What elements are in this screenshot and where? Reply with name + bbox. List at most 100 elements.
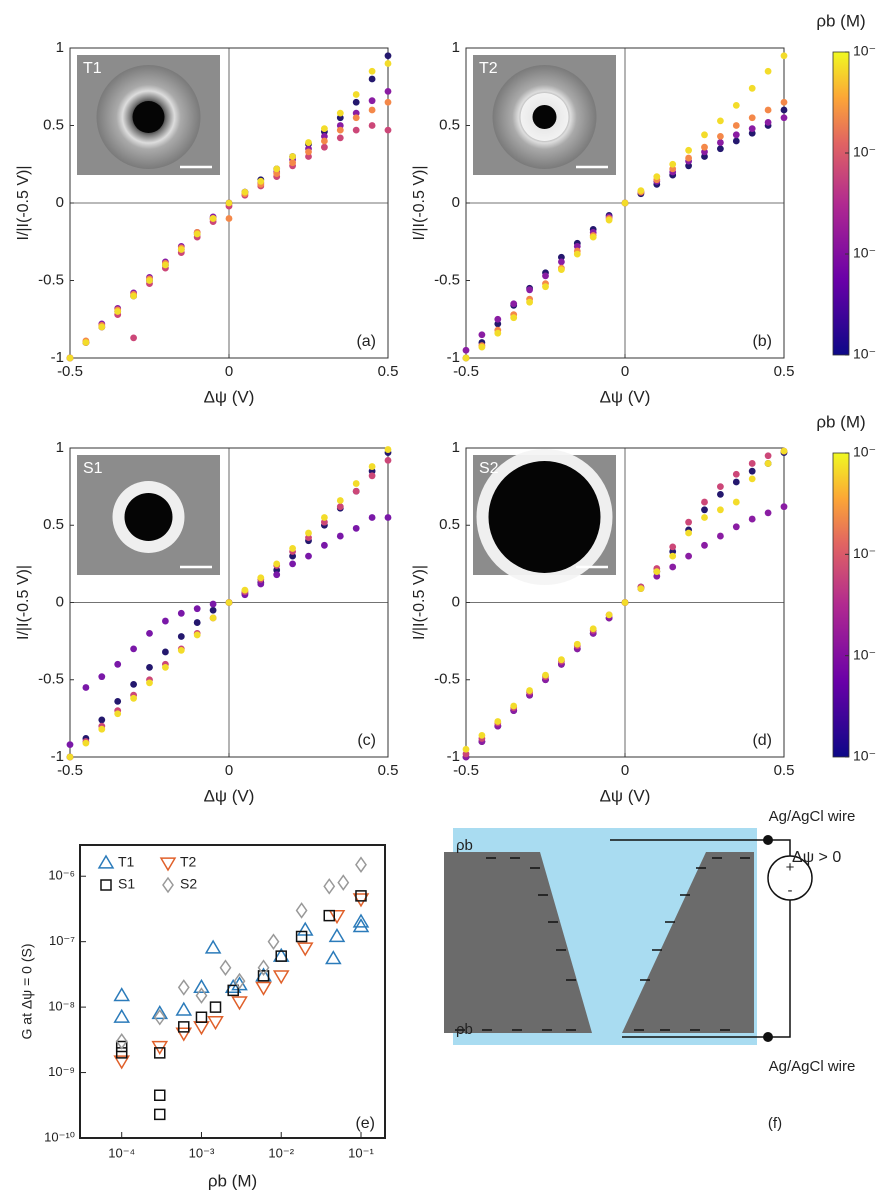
data-point — [781, 114, 788, 121]
data-point — [369, 107, 376, 114]
data-point — [765, 509, 772, 516]
y-tick-label: 10⁻⁷ — [49, 933, 75, 948]
data-point — [210, 601, 217, 608]
y-tick-label: 1 — [452, 439, 460, 456]
data-point — [479, 732, 486, 739]
data-point — [67, 741, 74, 748]
data-point — [653, 173, 660, 180]
data-point — [526, 299, 533, 306]
data-point — [289, 560, 296, 567]
y-tick-label: 0.5 — [439, 116, 460, 133]
inset-pore — [133, 101, 165, 133]
data-point — [98, 324, 105, 331]
data-point — [305, 139, 312, 146]
data-point — [114, 710, 121, 717]
data-point — [146, 679, 153, 686]
data-point — [337, 533, 344, 540]
data-point — [321, 542, 328, 549]
y-tick-label: 0.5 — [43, 516, 64, 533]
data-point — [558, 266, 565, 273]
data-point — [717, 139, 724, 146]
data-point — [337, 135, 344, 142]
data-point — [210, 607, 217, 614]
panel-label: (d) — [752, 732, 772, 749]
data-point — [115, 1010, 129, 1022]
data-point — [67, 754, 74, 761]
data-point — [353, 480, 360, 487]
data-point — [385, 446, 392, 453]
y-tick-label: -1 — [51, 748, 64, 765]
data-point — [179, 980, 189, 994]
panel-label: (b) — [752, 333, 772, 350]
data-point — [155, 1109, 165, 1119]
data-point — [701, 144, 708, 151]
colorbar-label: ρb (M) — [816, 412, 865, 431]
data-point — [526, 687, 533, 694]
inset-label: S1 — [83, 460, 103, 477]
data-point — [257, 178, 264, 185]
data-point — [130, 293, 137, 300]
data-point — [717, 506, 724, 513]
data-point — [749, 468, 756, 475]
data-point — [353, 99, 360, 106]
panel-label: (c) — [357, 732, 376, 749]
data-point — [211, 1002, 221, 1012]
data-point — [330, 929, 344, 941]
data-point — [162, 664, 169, 671]
data-point — [206, 941, 220, 953]
y-tick-label: 10⁻⁸ — [48, 999, 75, 1014]
data-point — [463, 347, 470, 354]
x-tick-label: 0 — [621, 363, 629, 380]
y-tick-label: 0 — [56, 593, 64, 610]
data-point — [622, 599, 629, 606]
data-point — [326, 952, 340, 964]
data-point — [385, 127, 392, 134]
data-point — [273, 560, 280, 567]
data-point — [733, 122, 740, 129]
data-point — [242, 587, 249, 594]
data-point — [510, 314, 517, 321]
data-point — [324, 879, 334, 893]
data-point — [257, 574, 264, 581]
data-point — [162, 649, 169, 656]
data-point — [733, 102, 740, 109]
inset-label: S2 — [479, 460, 499, 477]
data-point — [685, 530, 692, 537]
data-point — [494, 316, 501, 323]
colorbar-tick-label: 10⁻³ — [853, 245, 876, 261]
data-point — [765, 452, 772, 459]
data-point — [749, 114, 756, 121]
data-point — [685, 155, 692, 162]
data-point — [356, 858, 366, 872]
data-point — [305, 148, 312, 155]
data-point — [274, 971, 288, 983]
data-point — [273, 571, 280, 578]
data-point — [733, 131, 740, 138]
colorbar — [833, 52, 849, 355]
electrode — [763, 1032, 773, 1042]
y-tick-label: -0.5 — [434, 671, 460, 688]
rho-label: ρb — [456, 1021, 473, 1038]
data-point — [257, 983, 271, 995]
inset-pore — [125, 493, 173, 541]
data-point — [781, 503, 788, 510]
x-axis-label: Δψ (V) — [600, 387, 651, 406]
legend-label: T1 — [118, 854, 135, 870]
legend-marker — [101, 880, 111, 890]
data-point — [353, 525, 360, 532]
data-point — [606, 217, 613, 224]
x-axis-label: ρb (M) — [208, 1171, 257, 1190]
data-point — [685, 519, 692, 526]
data-point — [178, 246, 185, 253]
data-point — [289, 153, 296, 160]
colorbar-tick-label: 10⁻² — [853, 144, 876, 160]
x-tick-label: 10⁻⁴ — [108, 1145, 135, 1160]
data-point — [146, 277, 153, 284]
data-point — [558, 656, 565, 663]
data-point — [669, 553, 676, 560]
data-point — [606, 611, 613, 618]
legend-label: T2 — [180, 854, 197, 870]
data-point — [685, 147, 692, 154]
data-point — [765, 107, 772, 114]
data-point — [114, 308, 121, 315]
